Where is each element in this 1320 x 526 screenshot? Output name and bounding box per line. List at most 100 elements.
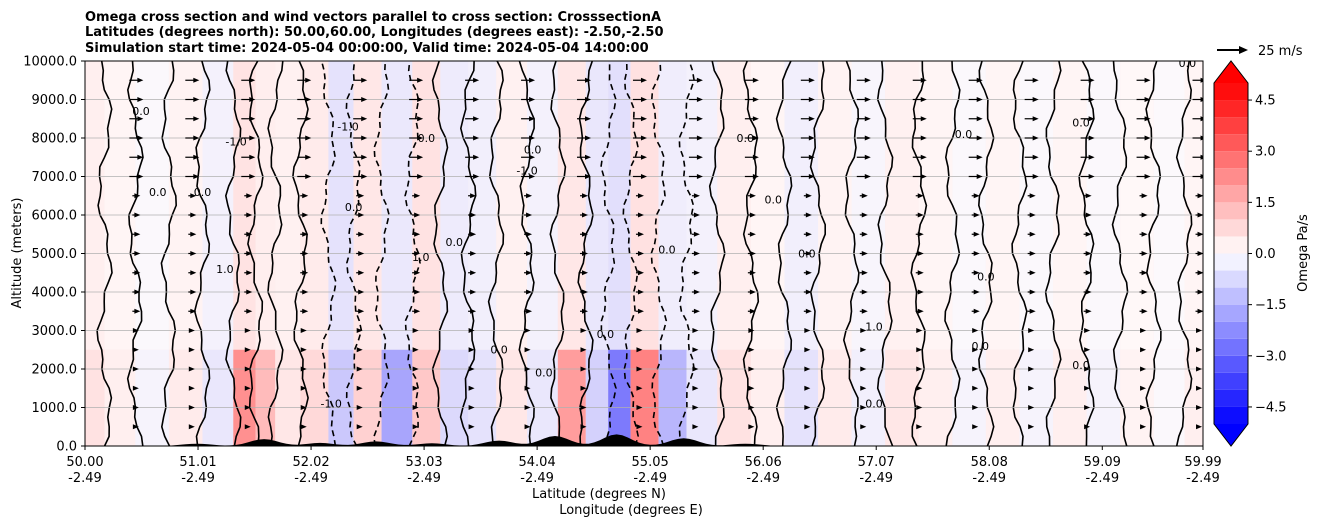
wind-vector-head	[1197, 289, 1203, 295]
wind-vector-head	[358, 289, 365, 295]
wind-vector-head	[696, 97, 703, 102]
contour-label: 1.0	[216, 263, 234, 276]
wind-vector-head	[1032, 154, 1039, 160]
wind-vector-head	[1028, 347, 1035, 353]
wind-vector-head	[1141, 251, 1148, 256]
contour-label: 0.0	[194, 186, 212, 199]
wind-vector-head	[249, 77, 256, 83]
contour-label: 0.0	[446, 236, 464, 249]
wind-vector-head	[640, 135, 647, 141]
omega-cell	[608, 349, 631, 446]
wind-vector-head	[246, 289, 253, 295]
wind-vector-head	[692, 405, 699, 410]
wind-vector-head	[414, 308, 421, 314]
wind-vector-head	[582, 308, 589, 314]
wind-vector-head	[188, 366, 195, 372]
wind-vector-head	[693, 289, 700, 295]
omega-cell	[658, 349, 687, 446]
contour-label: 0.0	[765, 193, 783, 206]
contour-label: 1.0	[412, 251, 430, 264]
wind-vector-head	[190, 251, 197, 256]
omega-cell	[686, 61, 718, 350]
wind-vector-head	[1032, 116, 1039, 122]
wind-vector-head	[808, 154, 815, 160]
contour-label: -1.0	[225, 136, 246, 149]
x-tick-label-lat: 54.04	[519, 455, 556, 470]
contour-label: 0.0	[865, 398, 883, 411]
omega-cell	[353, 349, 382, 446]
wind-vector-head	[864, 97, 871, 102]
contour-labels: 0.0 0.0 0.0 -1.0 1.0 -1.0 -1.0 0.0 0.0 1.0 0.0 -1.0…	[132, 61, 1196, 411]
wind-vector-head	[300, 347, 307, 353]
wind-vector-head	[752, 77, 759, 83]
wind-vector-head	[188, 424, 195, 430]
wind-vector-head	[637, 308, 644, 314]
omega-cell	[85, 61, 105, 350]
wind-vector-head	[300, 424, 307, 430]
contour-label: 1.0	[865, 321, 883, 334]
wind-vector-head	[1196, 385, 1203, 391]
wind-vector-head	[976, 77, 983, 83]
wind-vector-head	[920, 154, 927, 160]
wind-vector-head	[748, 405, 755, 410]
omega-cell	[885, 349, 919, 446]
wind-vector-head	[805, 270, 812, 276]
wind-vector-head	[526, 308, 533, 314]
wind-vector-head	[1140, 366, 1147, 372]
wind-vector-head	[585, 135, 592, 141]
wind-vector-head	[752, 116, 759, 122]
wind-vector-head	[417, 154, 424, 160]
wind-vector-head	[358, 308, 365, 314]
wind-vector-head	[361, 77, 368, 83]
omega-shading	[85, 61, 1203, 446]
wind-vector-head	[1085, 231, 1092, 237]
wind-vector-head	[920, 77, 927, 83]
wind-vector-head	[358, 212, 365, 218]
wind-vector-head	[973, 270, 980, 276]
wind-vector-head	[972, 328, 979, 333]
x-axis-ticks: 50.00-2.4951.01-2.4952.02-2.4953.03-2.49…	[66, 446, 1222, 486]
wind-vector-head	[524, 405, 531, 410]
wind-vector-head	[752, 154, 759, 160]
wind-vector-head	[1085, 193, 1092, 199]
wind-vector-head	[526, 270, 533, 276]
title-line-1: Omega cross section and wind vectors par…	[85, 10, 661, 25]
wind-vector-head	[861, 308, 868, 314]
omega-cell	[233, 349, 256, 446]
colorbar-tick-label: −1.5	[1255, 298, 1287, 313]
wind-vector-head	[640, 116, 647, 122]
wind-vector-head	[582, 251, 589, 256]
wind-vector-head	[1029, 212, 1036, 218]
contour-label: 0.0	[1072, 116, 1090, 129]
x-tick-label-lat: 57.07	[858, 455, 895, 470]
wind-vector-head	[524, 385, 531, 391]
colorbar-segment	[1214, 270, 1248, 288]
omega-cell	[985, 349, 1020, 446]
wind-vector-head	[916, 405, 923, 410]
wind-vector-head	[246, 193, 253, 199]
wind-vector-head	[582, 289, 589, 295]
colorbar-tick-label: 0.0	[1255, 247, 1276, 262]
wind-vector-head	[414, 212, 421, 218]
omega-cell	[784, 349, 819, 446]
wind-vector-head	[1200, 174, 1203, 179]
wind-vector-head	[585, 154, 592, 160]
x-tick-label-lon: -2.49	[68, 471, 102, 486]
wind-vector-head	[190, 308, 197, 314]
wind-vector-head	[470, 270, 477, 276]
omega-cell	[885, 61, 919, 350]
wind-vector-head	[582, 270, 589, 276]
wind-vector-head	[137, 116, 144, 122]
wind-vector-head	[526, 231, 533, 237]
colorbar-frame	[1213, 60, 1249, 447]
wind-vector-head	[414, 289, 421, 295]
wind-vector-head	[861, 289, 868, 295]
omega-cell	[328, 61, 354, 350]
wind-vector-head	[805, 251, 812, 256]
terrain-fill	[85, 434, 1203, 446]
omega-cell	[1019, 61, 1054, 350]
wind-vector-head	[361, 135, 368, 141]
wind-vector-head	[696, 116, 703, 122]
omega-cell	[918, 61, 953, 350]
wind-vector-head	[358, 231, 365, 237]
